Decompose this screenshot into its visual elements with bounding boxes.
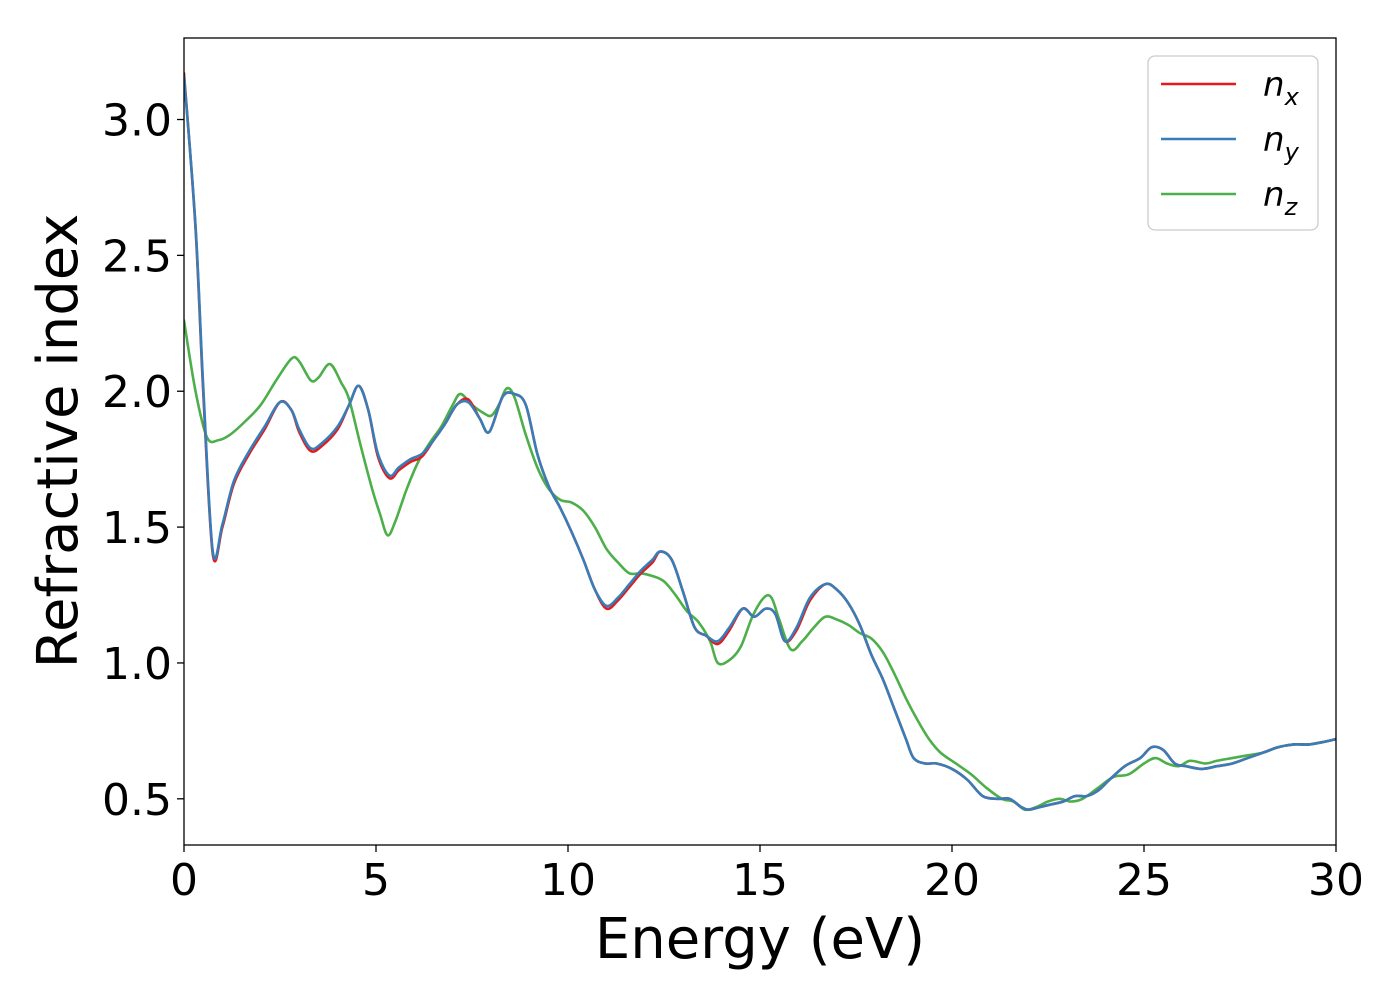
series-line-ny [184, 74, 1336, 811]
legend-box [1147, 55, 1319, 231]
y-tick-label: 3.0 [102, 96, 172, 147]
x-tick-label: 20 [924, 855, 980, 906]
x-axis: 0 5 10 15 20 25 30 [170, 845, 1364, 906]
x-axis-label: Energy (eV) [595, 907, 925, 972]
x-tick-label: 5 [362, 855, 390, 906]
y-tick-label: 1.0 [102, 639, 172, 690]
x-tick-label: 30 [1308, 855, 1364, 906]
y-tick-label: 0.5 [102, 775, 172, 826]
y-tick-label: 2.0 [102, 367, 172, 418]
x-tick-label: 15 [732, 855, 788, 906]
y-tick-label: 2.5 [102, 231, 172, 282]
series-layer [184, 72, 1336, 812]
y-tick-label: 1.5 [102, 503, 172, 554]
y-axis: 0.5 1.0 1.5 2.0 2.5 3.0 [102, 96, 184, 826]
y-axis-label: Refractive index [26, 214, 91, 669]
x-tick-label: 0 [170, 855, 198, 906]
x-tick-label: 10 [540, 855, 596, 906]
x-tick-label: 25 [1116, 855, 1172, 906]
